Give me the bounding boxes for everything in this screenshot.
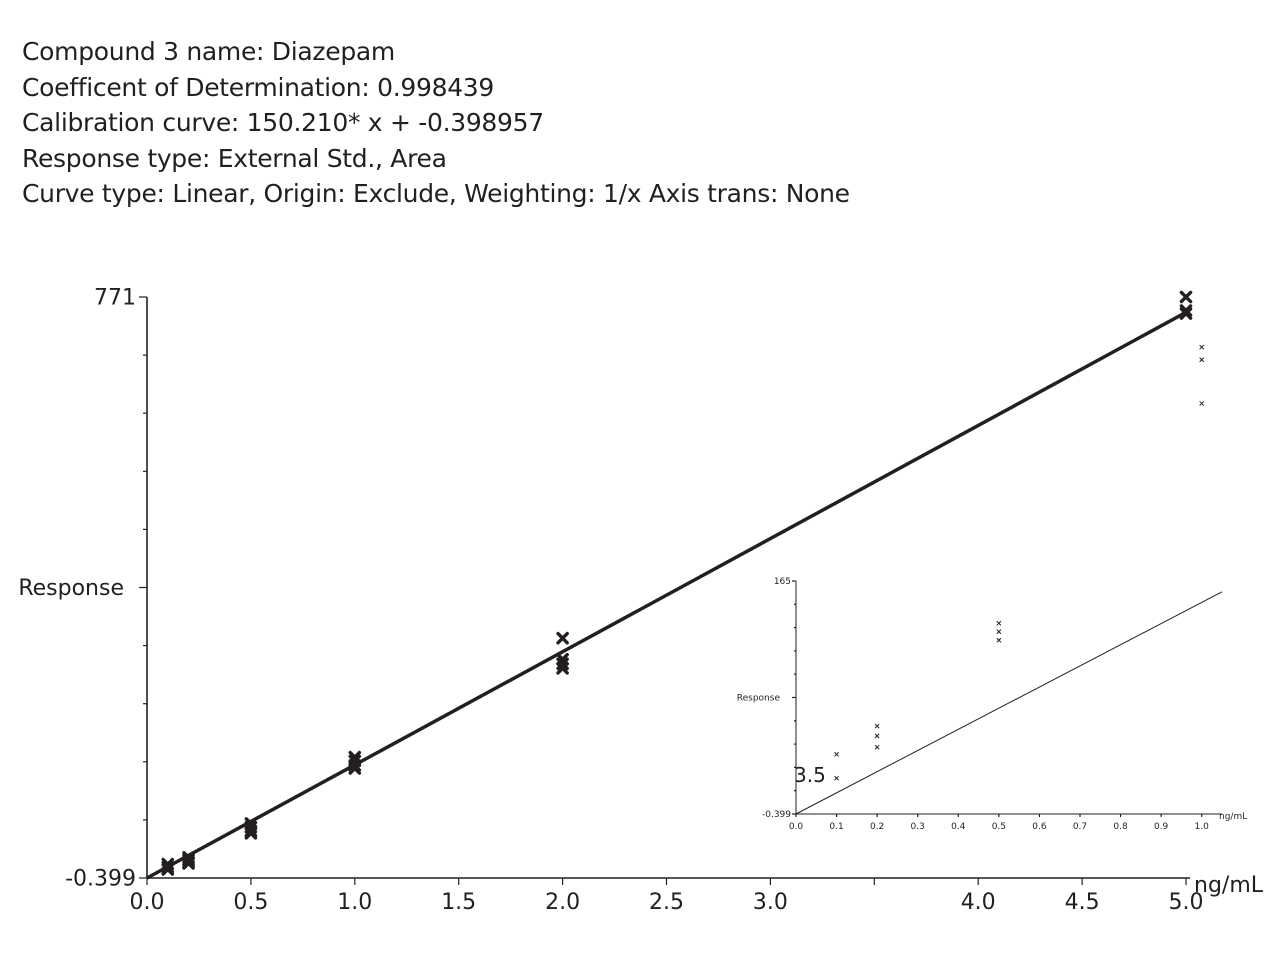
y-tick-label: 771 (94, 286, 136, 311)
data-point-marker (874, 744, 880, 750)
calibration-header: Compound 3 name: Diazepam Coefficent of … (22, 34, 850, 212)
x-tick-label: 2.5 (649, 890, 684, 915)
x-tick-label: 1.5 (441, 890, 476, 915)
data-point-marker (556, 662, 569, 675)
x-tick-label: 1.0 (1195, 822, 1210, 832)
x-tick-label: 4.5 (1065, 890, 1100, 915)
x-tick-label: 5.0 (1169, 890, 1204, 915)
y-tick-label: 165 (774, 577, 791, 587)
data-point-marker (996, 620, 1002, 626)
x-axis-title: ng/mL (1194, 873, 1264, 898)
compound-name-line: Compound 3 name: Diazepam (22, 37, 395, 66)
data-point-marker (182, 857, 195, 870)
determination-coefficient-line: Coefficent of Determination: 0.998439 (22, 72, 495, 102)
data-point-marker (874, 723, 880, 729)
data-point-marker (1179, 290, 1193, 304)
x-tick-label: 0.4 (951, 822, 966, 832)
response-type-line: Response type: External Std., Area (22, 143, 447, 173)
y-axis-title: Response (737, 694, 781, 704)
calibration-fit-line (795, 591, 1223, 815)
calibration-fit-line (146, 310, 1187, 880)
data-point-marker (996, 637, 1002, 643)
x-tick-label: 0.3 (911, 822, 925, 832)
curve-type-line: Curve type: Linear, Origin: Exclude, Wei… (22, 179, 850, 208)
data-point-marker (244, 826, 258, 840)
x-tick-label: 0.1 (829, 822, 843, 832)
x-tick-label: 0.5 (992, 822, 1006, 832)
y-tick-label: -0.399 (65, 867, 136, 892)
y-tick-label: -0.399 (762, 810, 791, 820)
data-point-marker (161, 863, 175, 876)
x-tick-label: 0.2 (870, 822, 884, 832)
data-point-marker (348, 762, 362, 775)
data-point-marker (874, 733, 880, 739)
x-tick-label: 0.0 (130, 890, 165, 915)
inset-low-range-plot: 0.0 0.1 0.2 0.3 0.4 0.5 0.6 0.7 0.8 0.9 1.0 165 -0.3… (737, 344, 1247, 832)
x-tick-label: 0.6 (1032, 822, 1047, 832)
data-point-marker (1179, 304, 1193, 317)
x-tick-label: 0.9 (1154, 822, 1169, 832)
data-point-marker (1199, 401, 1205, 406)
data-point-marker (348, 759, 362, 772)
data-point-marker (1199, 357, 1205, 363)
x-tick-label: 1.0 (337, 890, 372, 915)
data-point-marker (996, 629, 1002, 635)
x-tick-label: 0.7 (1073, 822, 1087, 832)
x-tick-label: 0.0 (789, 822, 804, 832)
data-point-marker (556, 631, 569, 645)
data-point-marker (834, 751, 839, 757)
y-axis-title: Response (18, 576, 124, 601)
data-point-marker (1199, 344, 1205, 350)
x-tick-label: 3.0 (753, 890, 788, 915)
data-point-marker (834, 775, 839, 781)
annotation-label: 3.5 (794, 763, 826, 787)
main-calibration-plot: 0.0 0.5 1.0 1.5 2.0 2.5 3.0 4.0 4.5 5.0 771 -0.399 R… (18, 286, 1263, 915)
x-tick-label: 2.0 (545, 890, 580, 915)
data-point-marker (1179, 307, 1193, 320)
x-axis-title: ng/mL (1219, 812, 1247, 822)
calibration-curve-line: Calibration curve: 150.210* x + -0.39895… (22, 108, 544, 137)
x-tick-label: 0.8 (1113, 822, 1128, 832)
x-tick-label: 4.0 (961, 890, 996, 915)
x-tick-label: 0.5 (233, 890, 268, 915)
